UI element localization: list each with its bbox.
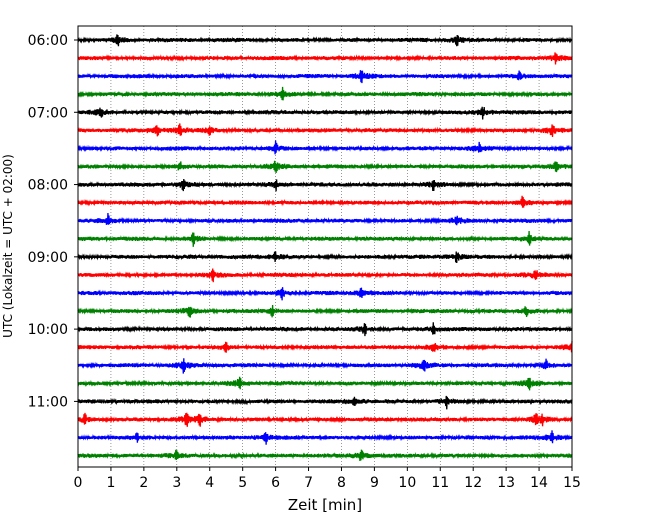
y-tick-label: 07:00	[28, 105, 68, 121]
x-tick-label: 2	[139, 475, 148, 491]
y-axis-label: UTC (Lokalzeit = UTC + 02:00)	[1, 154, 15, 338]
x-tick-label: 6	[271, 475, 280, 491]
x-tick-label: 0	[74, 475, 83, 491]
trace-row	[77, 395, 573, 410]
trace-row	[77, 179, 573, 192]
trace-row	[77, 160, 573, 174]
trace-row	[77, 140, 573, 155]
trace-row	[77, 213, 573, 226]
trace-row	[77, 106, 573, 120]
trace-row	[77, 430, 573, 445]
x-tick-label: 3	[172, 475, 181, 491]
trace-row	[77, 251, 573, 263]
x-axis-ticks: 0 1 2 3 4 5 6 7 8 9 10 11 12 13 14 15	[74, 467, 581, 491]
x-tick-label: 8	[337, 475, 346, 491]
trace-row	[77, 358, 573, 374]
y-axis-ticks: 06:00 07:00 08:00 09:00 10:00 11:00	[28, 33, 78, 410]
y-tick-label: 10:00	[28, 322, 68, 338]
x-tick-label: 7	[304, 475, 313, 491]
trace-row	[77, 70, 573, 84]
x-tick-label: 10	[398, 475, 416, 491]
x-tick-label: 4	[205, 475, 214, 491]
trace-row	[77, 340, 573, 353]
trace-row	[77, 34, 573, 47]
x-axis-label: Zeit [min]	[288, 496, 362, 514]
trace-row	[77, 287, 573, 301]
trace-row	[77, 195, 573, 208]
x-tick-label: 14	[530, 475, 548, 491]
trace-row	[77, 322, 573, 337]
y-tick-label: 09:00	[28, 250, 68, 266]
x-tick-label: 9	[370, 475, 379, 491]
x-tick-label: 11	[431, 475, 449, 491]
plot-frame	[77, 25, 573, 468]
y-tick-label: 06:00	[28, 33, 68, 49]
trace-row	[77, 304, 573, 318]
trace-row	[77, 412, 573, 427]
y-tick-label: 11:00	[28, 394, 68, 410]
trace-row	[77, 52, 573, 65]
trace-row	[77, 231, 573, 247]
trace-row	[77, 86, 573, 101]
x-tick-label: 15	[563, 475, 581, 491]
x-tick-label: 12	[464, 475, 482, 491]
x-tick-label: 1	[106, 475, 115, 491]
x-tick-label: 13	[497, 475, 515, 491]
seismic-traces	[77, 34, 573, 461]
trace-row	[77, 268, 573, 283]
y-tick-label: 08:00	[28, 178, 68, 194]
x-tick-label: 5	[238, 475, 247, 491]
trace-row	[77, 123, 573, 137]
trace-row	[77, 449, 573, 461]
trace-row	[77, 376, 573, 391]
